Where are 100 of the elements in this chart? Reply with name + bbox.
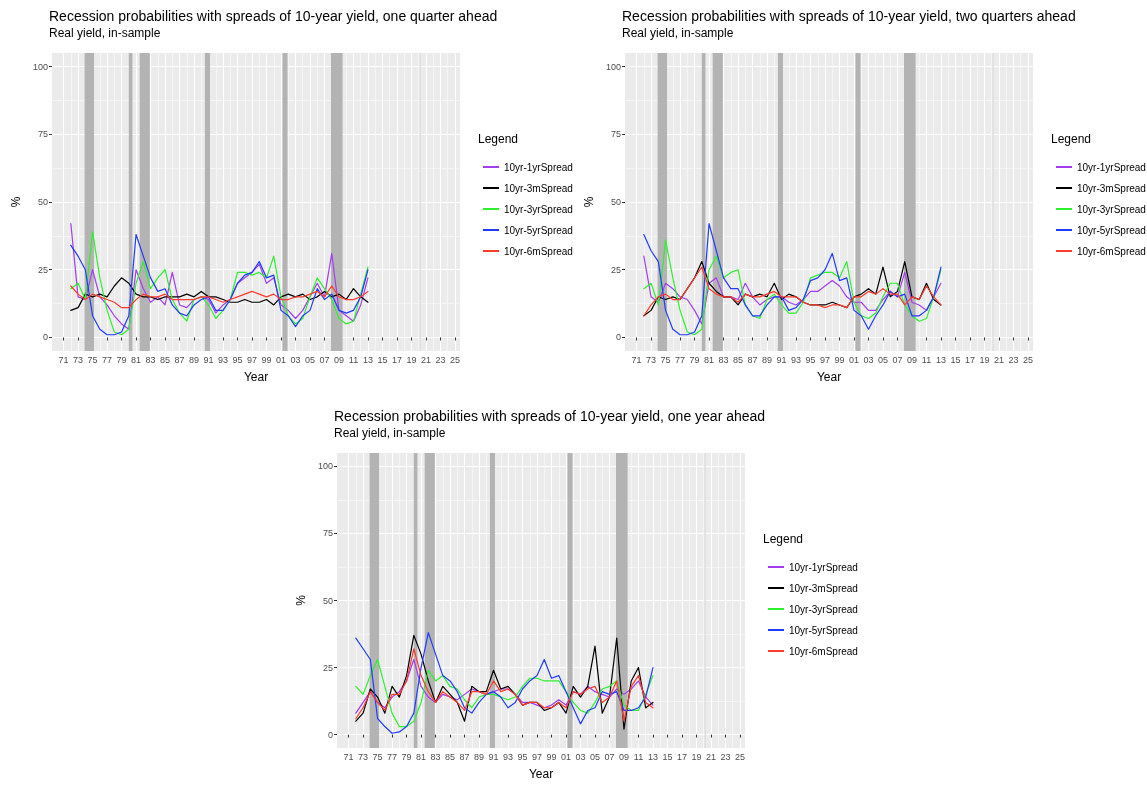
legend-label: 10yr-3mSpread — [504, 182, 573, 194]
x-tick-label: 01 — [560, 751, 572, 762]
x-tick-label: 21 — [420, 354, 431, 365]
x-tick-label: 01 — [275, 354, 287, 365]
x-tick-label: 73 — [73, 354, 84, 365]
chart-subtitle: Real yield, in-sample — [49, 26, 161, 40]
x-tick-label: 95 — [805, 354, 816, 365]
x-tick-label: 01 — [848, 354, 860, 365]
x-tick-label: 11 — [921, 354, 932, 365]
x-tick-label: 03 — [290, 354, 301, 365]
x-tick-label: 89 — [189, 354, 200, 365]
y-axis-title: % — [9, 196, 23, 208]
x-tick-label: 09 — [906, 354, 917, 365]
x-tick-label: 91 — [776, 354, 787, 365]
y-tick-label: 100 — [605, 61, 621, 72]
y-tick-label: 50 — [37, 197, 48, 207]
legend-label: 10yr-3yrSpread — [1077, 203, 1146, 215]
x-tick-label: 97 — [247, 354, 258, 365]
x-tick-label: 19 — [979, 354, 990, 365]
legend-label: 10yr-6mSpread — [789, 645, 858, 657]
x-tick-label: 03 — [863, 354, 874, 365]
x-tick-label: 75 — [372, 751, 383, 762]
x-tick-label: 21 — [993, 354, 1004, 365]
x-tick-label: 83 — [145, 354, 156, 365]
x-tick-label: 17 — [964, 354, 975, 365]
y-tick-label: 25 — [610, 264, 621, 275]
x-tick-label: 85 — [733, 354, 744, 365]
x-tick-label: 03 — [575, 751, 586, 762]
y-axis-title: % — [582, 196, 596, 208]
x-tick-label: 13 — [935, 354, 946, 365]
x-tick-label: 99 — [834, 354, 845, 365]
x-tick-label: 15 — [950, 354, 961, 365]
chart-title: Recession probabilities with spreads of 10-year yield, two quarters ahead — [622, 8, 1076, 24]
y-tick-label: 100 — [317, 461, 333, 472]
legend-label: 10yr-5yrSpread — [789, 624, 858, 636]
chart-title: Recession probabilities with spreads of 10-year yield, one quarter ahead — [49, 8, 498, 24]
x-tick-label: 07 — [892, 354, 903, 365]
x-tick-label: 17 — [391, 354, 402, 365]
x-tick-label: 81 — [131, 354, 142, 365]
chart-title: Recession probabilities with spreads of 10-year yield, one year ahead — [334, 408, 766, 424]
legend-label: 10yr-1yrSpread — [789, 561, 858, 573]
legend-title: Legend — [1051, 132, 1092, 146]
x-tick-label: 79 — [116, 354, 127, 365]
y-tick-label: 0 — [615, 332, 621, 343]
x-tick-label: 11 — [633, 751, 644, 762]
legend-title: Legend — [763, 532, 804, 546]
x-axis-title: Year — [528, 767, 554, 781]
y-tick-label: 25 — [322, 662, 333, 673]
x-tick-label: 89 — [474, 751, 485, 762]
y-tick-label: 75 — [322, 528, 333, 539]
x-tick-label: 95 — [517, 751, 528, 762]
x-tick-label: 89 — [762, 354, 773, 365]
line-series — [355, 658, 654, 728]
y-tick-label: 0 — [327, 729, 333, 740]
x-tick-label: 09 — [618, 751, 629, 762]
x-tick-label: 13 — [362, 354, 373, 365]
x-tick-label: 87 — [747, 354, 758, 365]
x-tick-label: 87 — [459, 751, 470, 762]
x-tick-label: 97 — [532, 751, 543, 762]
y-tick-label: 50 — [322, 595, 333, 606]
x-axis-title: Year — [243, 370, 269, 384]
line-series — [70, 277, 369, 311]
y-tick-label: 75 — [37, 129, 48, 140]
x-tick-label: 83 — [718, 354, 729, 365]
x-tick-label: 73 — [358, 751, 369, 762]
y-tick-label: 100 — [32, 61, 48, 72]
legend-label: 10yr-1yrSpread — [1077, 161, 1146, 173]
x-tick-label: 85 — [160, 354, 171, 365]
x-tick-label: 93 — [218, 354, 229, 365]
x-tick-label: 91 — [203, 354, 214, 365]
legend-label: 10yr-6mSpread — [1077, 245, 1146, 257]
x-tick-label: 19 — [406, 354, 417, 365]
x-tick-label: 87 — [174, 354, 185, 365]
line-series — [355, 648, 654, 722]
chart-subtitle: Real yield, in-sample — [622, 26, 734, 40]
x-tick-label: 71 — [58, 354, 69, 365]
x-tick-label: 71 — [631, 354, 642, 365]
x-tick-label: 13 — [647, 751, 658, 762]
x-tick-label: 91 — [488, 751, 499, 762]
x-tick-label: 77 — [387, 751, 398, 762]
x-tick-label: 81 — [704, 354, 715, 365]
x-tick-label: 25 — [1022, 354, 1033, 365]
x-tick-label: 19 — [691, 751, 702, 762]
legend-label: 10yr-3yrSpread — [504, 203, 573, 215]
x-tick-label: 73 — [646, 354, 657, 365]
legend-label: 10yr-3mSpread — [1077, 182, 1146, 194]
legend-label: 10yr-3yrSpread — [789, 603, 858, 615]
x-tick-label: 23 — [1008, 354, 1019, 365]
x-tick-label: 21 — [705, 751, 716, 762]
x-tick-label: 77 — [675, 354, 686, 365]
x-tick-label: 77 — [102, 354, 113, 365]
y-tick-label: 25 — [37, 264, 48, 275]
x-tick-label: 75 — [660, 354, 671, 365]
x-tick-label: 95 — [232, 354, 243, 365]
x-tick-label: 99 — [546, 751, 557, 762]
x-tick-label: 83 — [430, 751, 441, 762]
x-tick-label: 17 — [676, 751, 687, 762]
x-tick-label: 25 — [449, 354, 460, 365]
x-tick-label: 05 — [304, 354, 315, 365]
x-tick-label: 15 — [377, 354, 388, 365]
